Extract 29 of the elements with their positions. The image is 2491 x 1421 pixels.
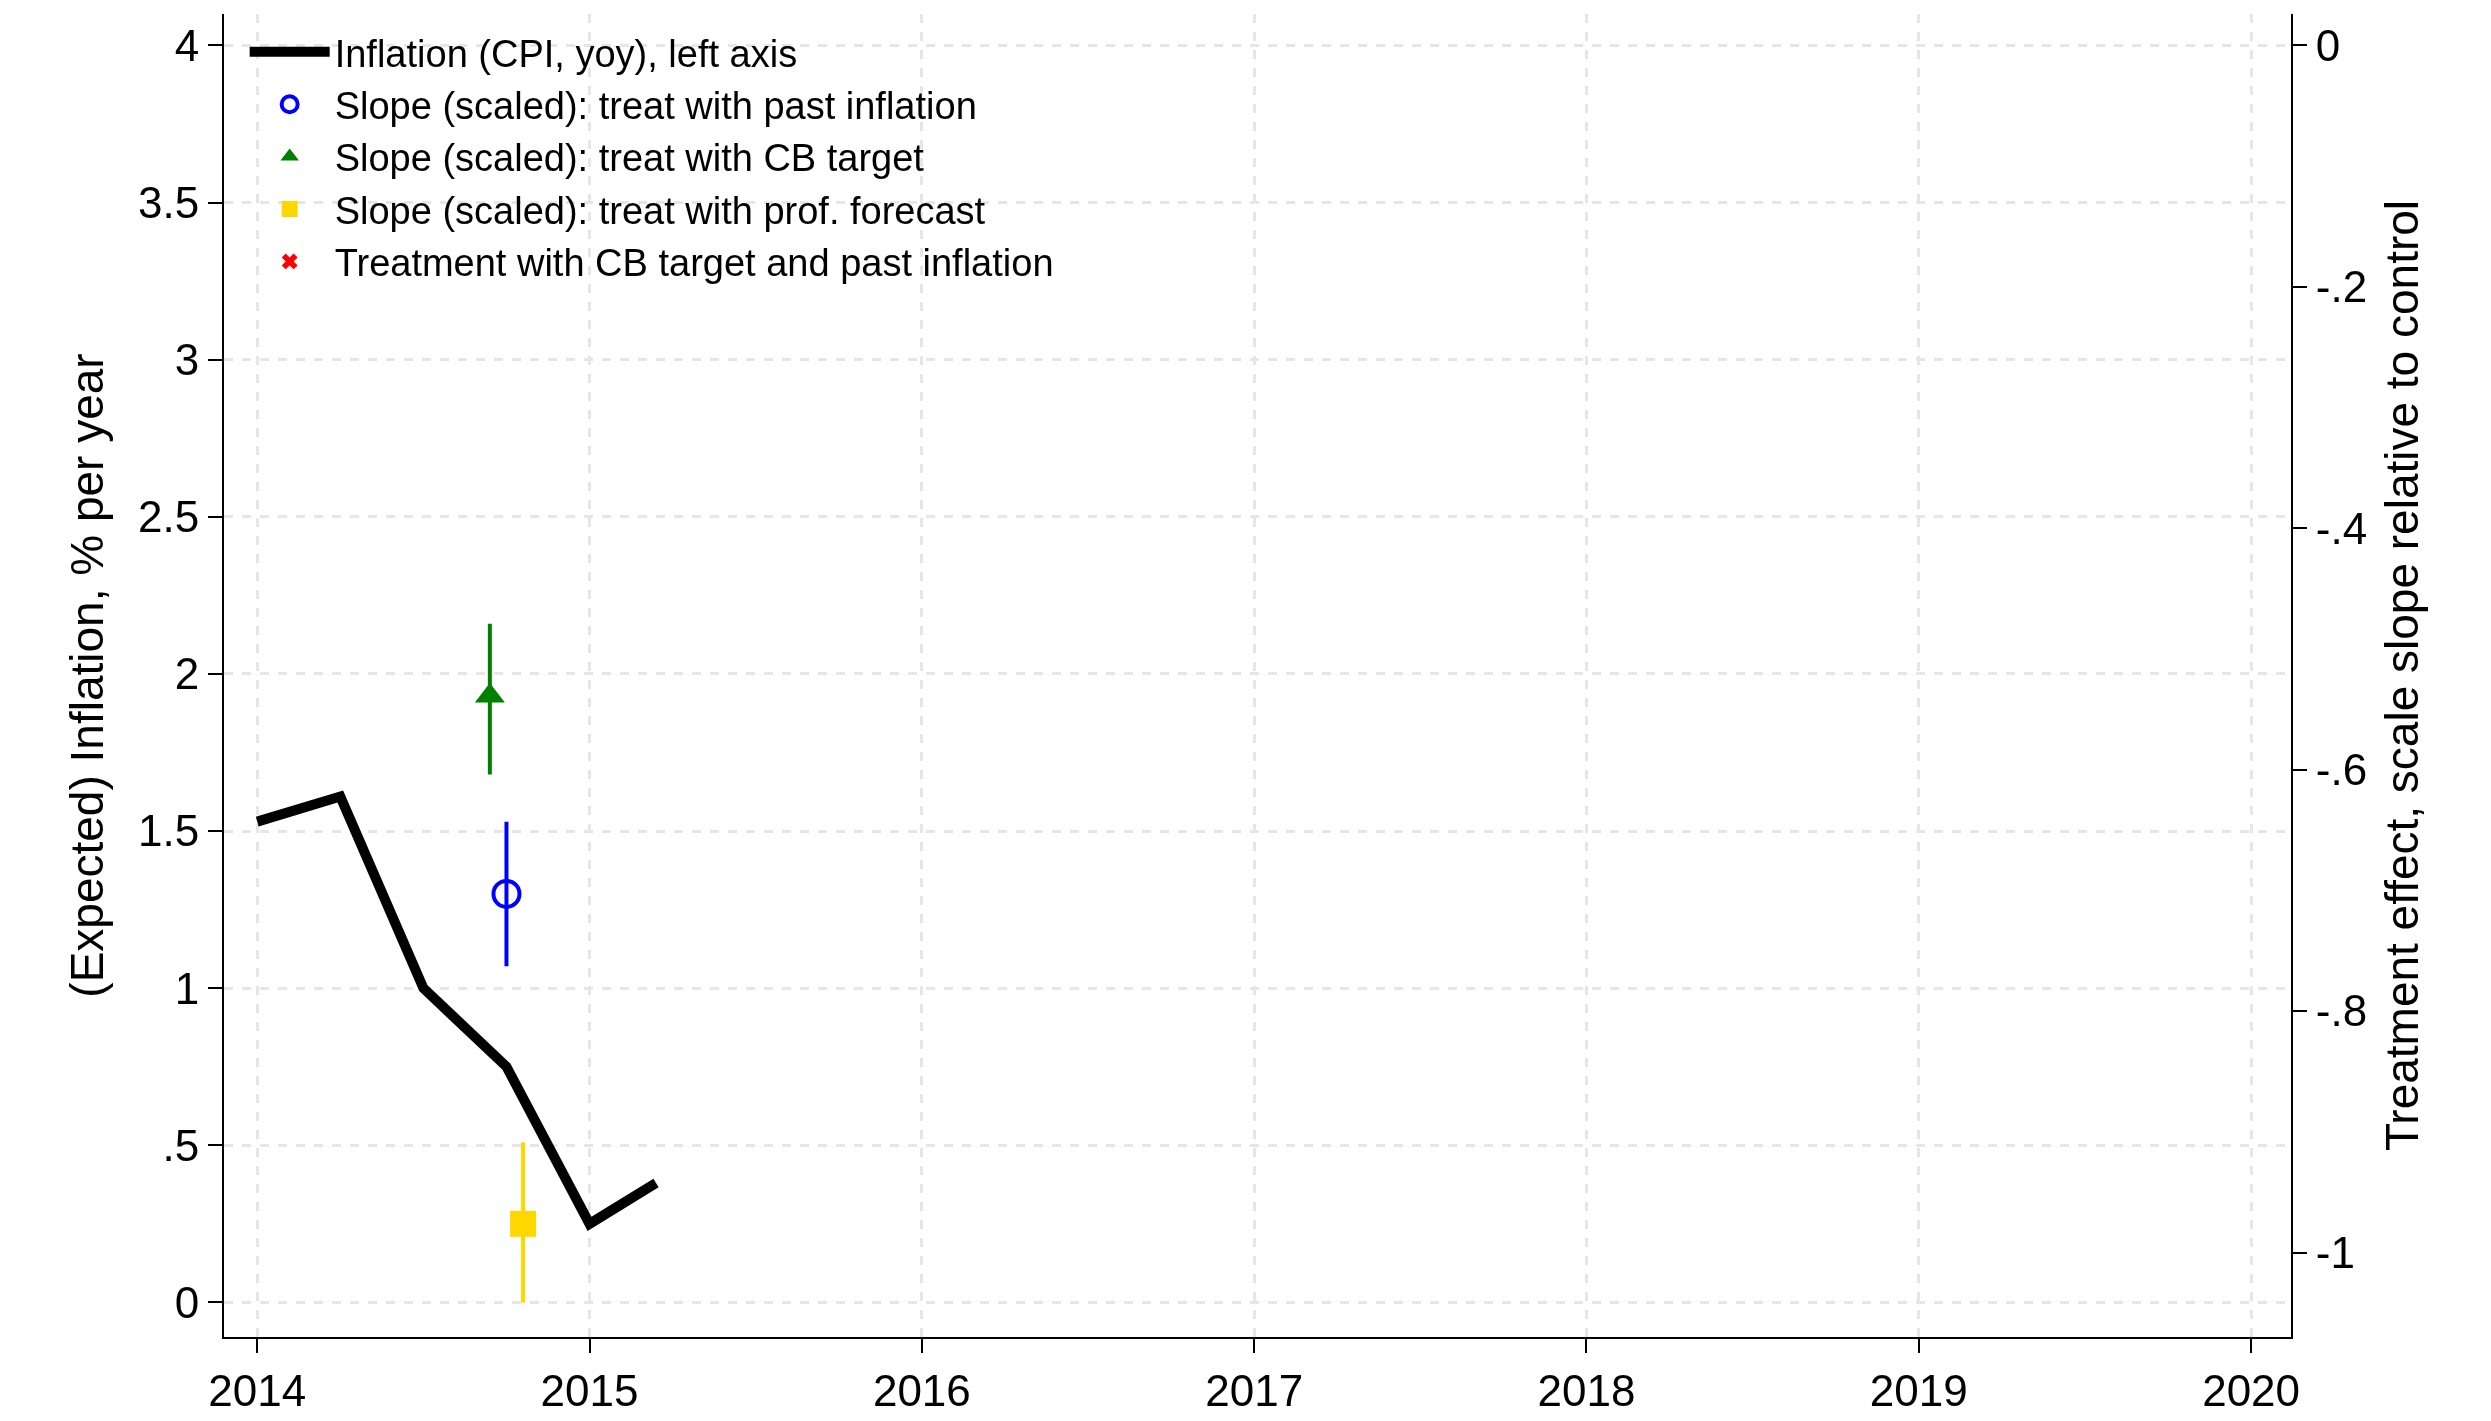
y-axis-title: (Expected) Inflation, % per year	[60, 353, 113, 998]
y-tick-label: 4	[174, 20, 200, 70]
y-tick-label: .5	[162, 1120, 200, 1170]
y-tick-label: 0	[174, 1277, 200, 1327]
y-tick-label: 1	[174, 963, 200, 1013]
x-tick-label: 2019	[1869, 1365, 1968, 1415]
y2-axis-title: Treatment effect, scale slope relative to control	[2376, 199, 2429, 1152]
legend-label: Slope (scaled): treat with CB target	[334, 137, 925, 180]
legend-label: Treatment with CB target and past inflation	[334, 242, 1054, 285]
x-tick-label: 2020	[2202, 1365, 2301, 1415]
x-tick-label: 2015	[540, 1365, 639, 1415]
y2-tick-label: -.2	[2315, 262, 2368, 312]
y2-tick-label: -1	[2315, 1227, 2355, 1277]
legend-label: Inflation (CPI, yoy), left axis	[334, 32, 798, 75]
y-tick-label: 3	[174, 335, 200, 385]
y2-tick-label: -.6	[2315, 745, 2368, 795]
y-tick-label: 2	[174, 649, 200, 699]
x-tick-label: 2016	[872, 1365, 971, 1415]
x-tick-label: 2014	[208, 1365, 307, 1415]
y2-tick-label: -.8	[2315, 986, 2368, 1036]
x-tick-label: 2018	[1537, 1365, 1636, 1415]
y2-tick-label: -.4	[2315, 503, 2368, 553]
legend-label: Slope (scaled): treat with past inflation	[334, 85, 977, 128]
y-tick-label: 2.5	[138, 492, 200, 542]
y-tick-label: 3.5	[138, 177, 200, 227]
y2-tick-label: 0	[2315, 20, 2341, 70]
x-tick-label: 2017	[1205, 1365, 1304, 1415]
legend-label: Slope (scaled): treat with prof. forecast	[334, 189, 986, 232]
y-tick-label: 1.5	[138, 806, 200, 856]
